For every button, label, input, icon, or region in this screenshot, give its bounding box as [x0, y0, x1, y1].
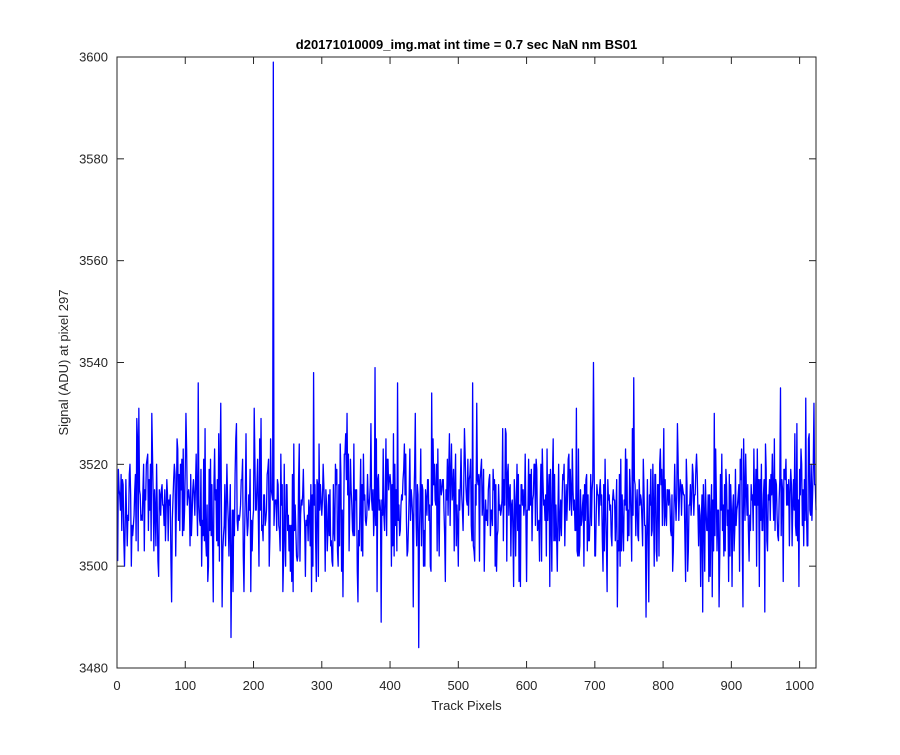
x-tick-label: 600 — [516, 678, 538, 693]
x-tick-label: 400 — [379, 678, 401, 693]
axes: 0 100 200 300 400 500 600 700 800 900 1000 3480 3500… — [79, 50, 817, 693]
series-line — [117, 61, 817, 649]
x-tick-label: 700 — [584, 678, 606, 693]
x-tick-label: 100 — [174, 678, 196, 693]
x-tick-label: 1000 — [785, 678, 814, 693]
y-tick-label: 3580 — [79, 151, 108, 166]
x-tick-label: 800 — [652, 678, 674, 693]
x-tick-label: 0 — [113, 678, 120, 693]
data-layer — [117, 61, 817, 649]
x-tick-label: 300 — [311, 678, 333, 693]
y-tick-label: 3560 — [79, 253, 108, 268]
x-axis-label: Track Pixels — [431, 698, 502, 713]
x-tick-label: 900 — [721, 678, 743, 693]
y-tick-label: 3480 — [79, 661, 108, 676]
y-tick-label: 3520 — [79, 457, 108, 472]
chart-title: d20171010009_img.mat int time = 0.7 sec … — [296, 37, 637, 52]
y-axis-label: Signal (ADU) at pixel 297 — [56, 290, 71, 436]
y-tick-label: 3600 — [79, 50, 108, 65]
y-tick-label: 3540 — [79, 355, 108, 370]
x-tick-label: 500 — [447, 678, 469, 693]
y-tick-label: 3500 — [79, 559, 108, 574]
x-tick-label: 200 — [243, 678, 265, 693]
